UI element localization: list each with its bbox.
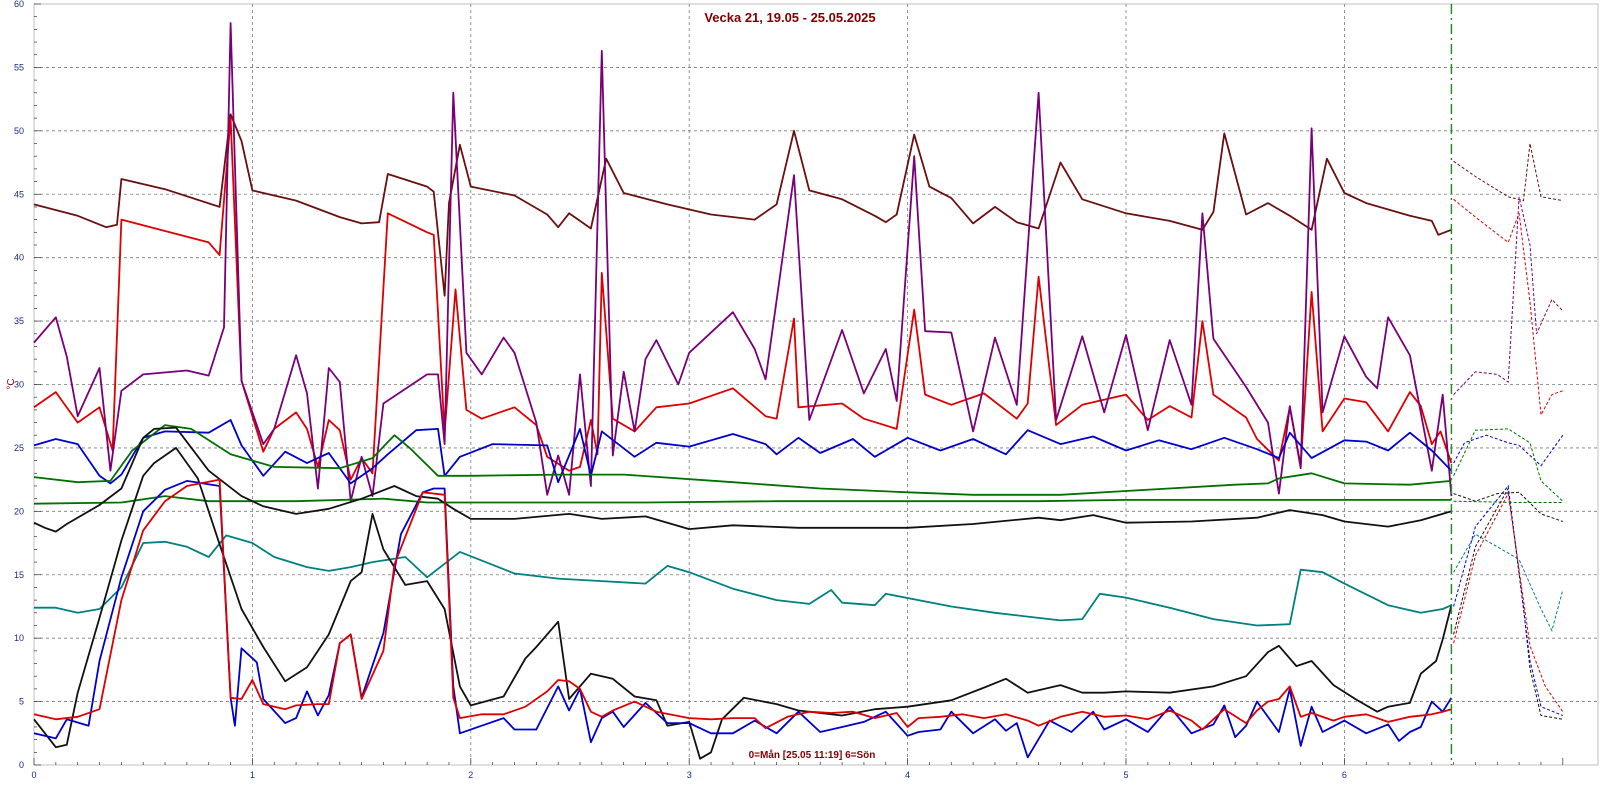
series-line-11 (33, 478, 1452, 731)
x-tick-label: 6 (1342, 770, 1347, 780)
x-tick-label: 5 (1123, 770, 1128, 780)
forecast-line-1 (1453, 143, 1563, 202)
x-tick-label: 0 (31, 770, 36, 780)
y-tick-label: 40 (14, 253, 24, 263)
series-line-7 (33, 426, 1452, 533)
y-tick-label: 15 (14, 570, 24, 580)
series-line-5 (33, 424, 1452, 496)
y-tick-label: 55 (14, 62, 24, 72)
y-tick-label: 0 (19, 760, 24, 770)
y-tick-label: 20 (14, 506, 24, 516)
y-tick-label: 60 (14, 0, 24, 9)
forecast-line-11 (1453, 492, 1564, 712)
forecast-line-8 (1453, 533, 1564, 632)
y-tick-label: 25 (14, 443, 24, 453)
y-tick-labels: 0 5 10 15 20 25 30 35 40 45 50 55 60 (14, 0, 24, 770)
x-tick-label: 4 (905, 770, 910, 780)
x-tick-labels: 0 1 2 3 4 5 6 (31, 770, 1346, 780)
x-tick-label: 2 (468, 770, 473, 780)
y-tick-label: 45 (14, 189, 24, 199)
forecast-line-5 (1453, 428, 1564, 502)
series-line-8 (34, 534, 1452, 627)
forecast-layer (1453, 143, 1564, 720)
x-tick-label: 3 (687, 770, 692, 780)
y-tick-label: 5 (19, 697, 24, 707)
x-axis-label: 0=Mån [25.05 11:19] 6=Sön (749, 749, 876, 761)
chart-title: Vecka 21, 19.05 - 25.05.2025 (704, 10, 875, 25)
forecast-line-10 (1453, 484, 1563, 716)
series-line-6 (33, 495, 1452, 505)
series-line-9 (33, 446, 1453, 760)
minor-ticks (33, 3, 1564, 766)
x-tick-label: 1 (250, 770, 255, 780)
forecast-line-4 (1453, 434, 1564, 467)
forecast-line-3 (1453, 196, 1564, 395)
series-line-1 (33, 113, 1452, 297)
series-line-2 (33, 117, 1453, 481)
forecast-line-6 (1453, 500, 1563, 503)
y-axis-label: °C (6, 378, 17, 389)
series-line-4 (33, 419, 1453, 485)
y-tick-label: 35 (14, 316, 24, 326)
series-layer (33, 22, 1453, 760)
forecast-line-2 (1453, 198, 1563, 417)
y-tick-label: 10 (14, 633, 24, 643)
y-tick-label: 30 (14, 380, 24, 390)
series-line-3 (33, 22, 1453, 503)
y-tick-label: 50 (14, 126, 24, 136)
grid-lines (34, 4, 1598, 765)
